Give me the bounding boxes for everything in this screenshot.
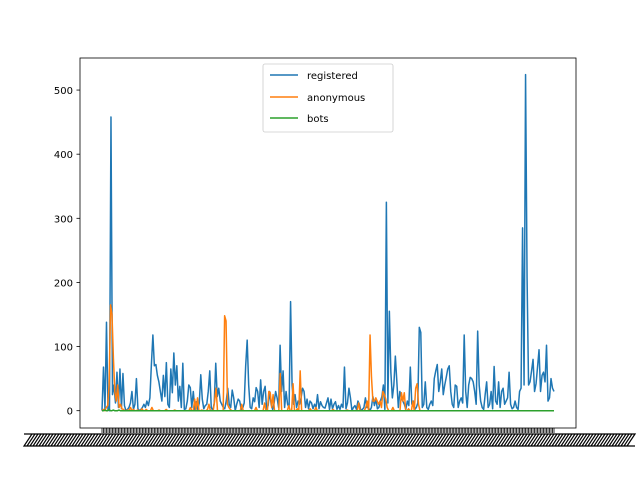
series-line-registered (101, 73, 555, 412)
legend-box (262, 63, 394, 133)
y-tick-label: 500 (54, 86, 73, 97)
y-tick-label: 400 (54, 150, 73, 161)
plot-area (101, 73, 555, 412)
x-tick-labels-overlapping (22, 433, 637, 447)
y-tick-label: 200 (54, 278, 73, 289)
legend-label-anonymous: anonymous (307, 93, 365, 104)
legend-label-bots: bots (307, 114, 329, 125)
y-tick-label: 300 (54, 214, 73, 225)
legend: registered anonymous bots (262, 63, 394, 133)
series-line-bots (102, 408, 554, 412)
y-tick-label: 100 (54, 343, 73, 354)
y-tick-label: 0 (67, 407, 73, 418)
legend-label-registered: registered (307, 71, 358, 82)
x-axis (22, 428, 637, 447)
y-axis: 0 100 200 300 400 500 (54, 86, 80, 418)
